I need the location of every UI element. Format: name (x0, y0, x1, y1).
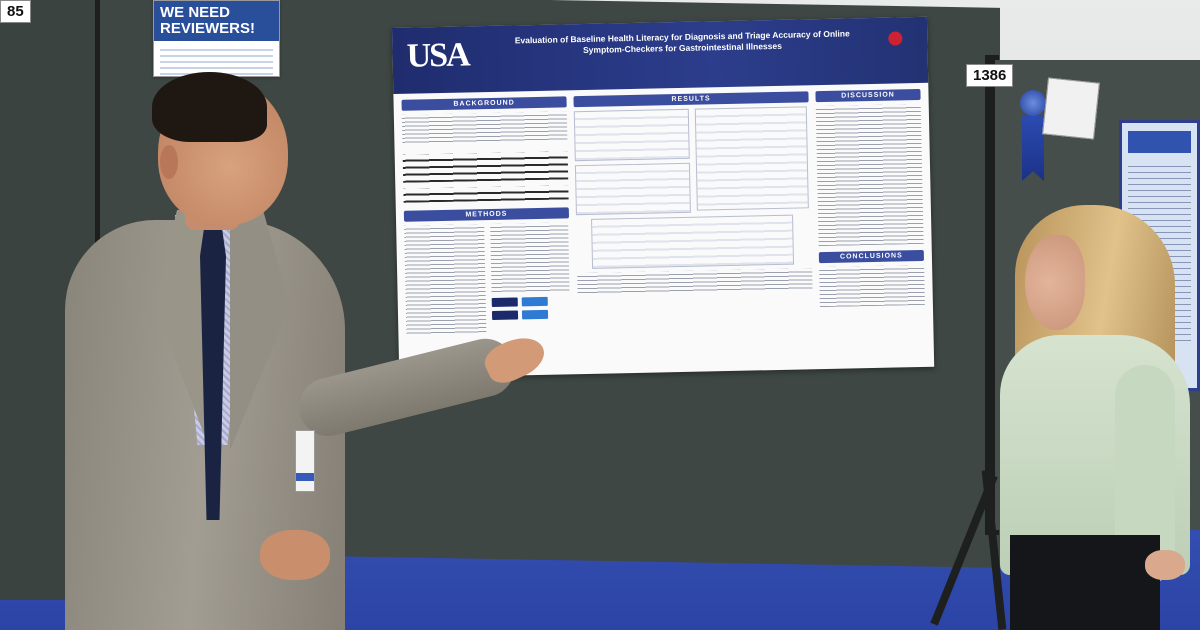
ribbon-tails (1022, 116, 1044, 181)
results-table (574, 162, 691, 216)
conclusions-text (819, 264, 925, 308)
poster-middle-column: RESULTS (573, 91, 813, 296)
black-pants (1010, 535, 1160, 630)
listener-woman (995, 205, 1200, 630)
booth-number-tag: 1386 (966, 64, 1014, 87)
results-wide-table (591, 214, 795, 269)
section-results-head: RESULTS (573, 91, 809, 108)
flyer-headline: WE NEED REVIEWERS! (154, 1, 279, 41)
award-ribbon (1018, 90, 1048, 185)
presenter-man (60, 72, 551, 630)
usa-logo: USA (406, 36, 469, 75)
section-conclusions-head: CONCLUSIONS (818, 249, 924, 264)
results-col-a (573, 108, 691, 219)
reviewers-flyer: WE NEED REVIEWERS! (153, 0, 280, 77)
hand-with-phone (1145, 550, 1185, 580)
dark-curly-hair (152, 72, 267, 142)
results-table (694, 106, 809, 211)
face (1025, 235, 1085, 330)
results-footnote (577, 268, 813, 296)
seal-icon (888, 31, 903, 46)
neighbor-booth-number: 85 (0, 0, 31, 23)
resting-hand (260, 530, 330, 580)
ear (160, 145, 178, 179)
results-tables-row (573, 106, 811, 219)
ribbon-rosette-icon (1020, 90, 1046, 116)
results-col-b (694, 106, 809, 216)
badge-strip (296, 473, 314, 481)
poster-right-column: DISCUSSION CONCLUSIONS (815, 88, 925, 308)
discussion-text (815, 103, 924, 247)
neighbor-poster-header (1128, 131, 1191, 153)
poster-title-text: Evaluation of Baseline Health Literacy f… (514, 28, 850, 56)
poster-title: Evaluation of Baseline Health Literacy f… (512, 28, 853, 65)
poster-authors (513, 53, 853, 65)
flyer-body-text (160, 45, 273, 75)
pinned-card (1042, 77, 1100, 140)
section-discussion-head: DISCUSSION (815, 88, 921, 103)
university-seal (873, 31, 917, 48)
name-badge (295, 430, 315, 492)
results-table (573, 108, 690, 162)
